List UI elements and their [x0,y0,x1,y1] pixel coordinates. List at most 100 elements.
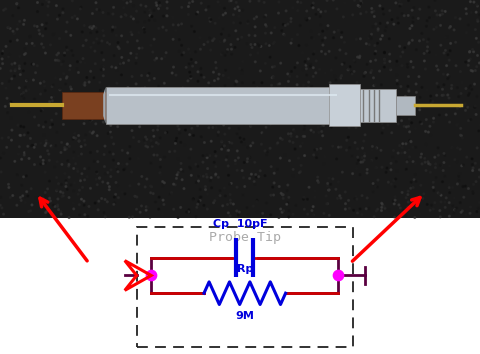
Point [194,9,202,15]
Point [244,19,252,24]
Point [16,132,24,138]
Point [239,168,246,173]
Point [358,0,366,6]
Point [459,162,467,168]
Point [262,61,269,66]
Point [391,197,399,203]
Point [9,13,17,18]
Point [145,17,153,23]
Point [439,86,446,92]
Point [448,82,456,88]
Point [113,166,121,172]
Point [391,184,399,189]
Point [215,129,222,135]
Point [24,193,32,199]
Point [268,49,276,55]
Point [445,74,453,79]
Point [136,102,144,107]
Point [324,201,332,207]
Point [260,131,267,136]
Point [126,105,133,110]
Point [422,142,430,147]
Point [149,54,156,59]
Point [120,12,128,18]
Point [61,147,69,153]
Point [351,140,359,145]
Point [130,3,137,8]
Point [20,174,27,179]
Point [324,86,332,91]
Point [355,86,363,92]
Point [435,112,443,118]
Point [221,97,229,102]
Point [0,65,4,71]
Point [21,17,28,23]
Point [136,210,144,215]
Point [205,4,213,10]
Point [285,79,292,84]
Point [320,211,328,216]
Point [299,50,307,56]
Point [315,7,323,12]
Point [335,144,342,150]
Point [350,107,358,113]
Point [237,20,244,26]
Point [449,203,456,209]
Point [469,190,477,196]
Point [6,25,14,31]
Point [378,208,385,213]
Point [147,190,155,196]
Point [138,173,145,179]
Point [189,197,197,202]
Point [81,82,89,88]
Point [104,170,111,175]
Point [144,73,152,79]
Point [16,53,24,59]
Point [312,70,320,76]
Point [228,97,235,102]
Point [431,154,439,160]
Point [24,78,31,83]
Point [192,179,200,185]
Point [95,40,102,46]
Point [226,213,234,219]
Point [110,201,118,207]
Point [443,112,450,118]
Point [434,145,442,151]
Point [232,161,240,167]
Point [155,206,163,212]
Point [250,80,258,86]
Point [319,28,326,34]
Point [240,136,248,142]
Point [257,44,264,49]
Point [295,120,302,126]
Point [69,0,76,4]
Point [152,0,160,6]
Point [369,24,377,29]
Point [221,5,228,11]
Point [161,119,169,125]
Point [372,165,379,171]
Point [7,56,15,61]
Point [223,154,231,160]
Point [445,182,453,188]
Point [251,179,258,184]
Point [142,140,149,145]
Point [192,11,200,17]
Point [274,167,281,172]
Point [412,103,420,109]
Point [393,58,401,64]
Point [340,60,348,66]
Point [31,162,38,167]
Point [172,72,180,78]
Point [53,187,61,193]
Point [368,9,376,15]
Point [57,86,64,92]
Point [82,112,90,117]
Point [42,26,49,32]
Point [40,132,48,138]
Point [86,101,94,106]
Point [467,116,475,122]
Point [343,138,350,143]
Point [51,204,59,209]
